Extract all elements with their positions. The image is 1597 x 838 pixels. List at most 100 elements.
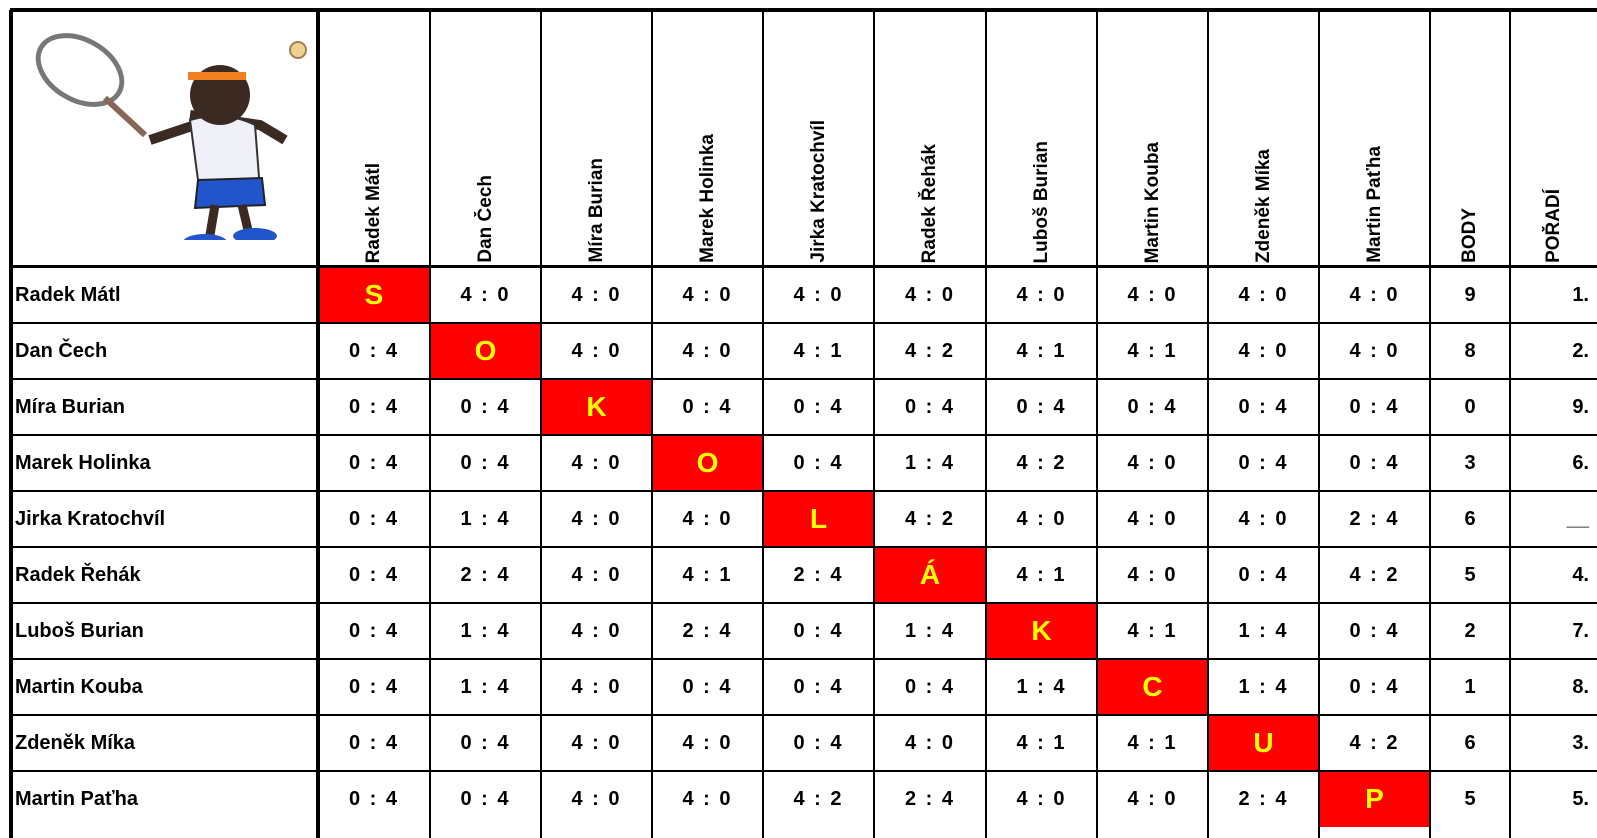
grid-line xyxy=(540,10,542,838)
grid-line xyxy=(429,10,431,838)
column-header-text: Jirka Kratochvíl xyxy=(807,120,829,263)
grid-line xyxy=(10,8,1597,12)
diagonal-letter: U xyxy=(1208,715,1319,771)
diagonal-letter: P xyxy=(1319,771,1430,827)
score-cell: 4 : 0 xyxy=(682,283,733,306)
score-cell: 0 : 4 xyxy=(348,675,400,698)
score-cell: 4 : 0 xyxy=(682,731,733,754)
row-name: Marek Holinka xyxy=(15,451,151,474)
score-cell: 2 : 4 xyxy=(793,563,844,586)
score-cell: 2 : 4 xyxy=(682,619,733,642)
diagonal-letter: K xyxy=(986,603,1097,659)
score-cell: 4 : 2 xyxy=(1349,563,1400,586)
score-cell: 0 : 4 xyxy=(793,395,844,418)
row-name: Luboš Burian xyxy=(15,619,144,642)
score-cell: 0 : 4 xyxy=(793,731,844,754)
score-cell: 4 : 2 xyxy=(793,787,844,810)
grid-line xyxy=(1429,10,1431,838)
score-cell: 0 : 4 xyxy=(348,507,400,530)
score-cell: 0 : 4 xyxy=(1349,619,1400,642)
column-header-text: Martin Kouba xyxy=(1141,141,1163,263)
grid-line xyxy=(1318,10,1320,838)
rank-cell: 2. xyxy=(1572,339,1589,362)
score-cell: 4 : 0 xyxy=(904,283,956,306)
score-cell: 0 : 4 xyxy=(460,731,511,754)
score-cell: 0 : 4 xyxy=(348,563,400,586)
grid-line xyxy=(10,714,1597,716)
column-header: Martin Paťha xyxy=(1319,10,1430,267)
score-cell: 4 : 0 xyxy=(571,787,622,810)
score-cell: 0 : 4 xyxy=(1238,451,1289,474)
score-cell: 4 : 0 xyxy=(1349,339,1400,362)
score-cell: 4 : 0 xyxy=(1127,787,1178,810)
score-cell: 4 : 0 xyxy=(1349,283,1400,306)
score-cell: 4 : 0 xyxy=(571,451,622,474)
row-name: Radek Mátl xyxy=(15,283,121,306)
grid-line xyxy=(10,265,1597,268)
score-cell: 1 : 4 xyxy=(1016,675,1067,698)
score-cell: 0 : 4 xyxy=(348,395,400,418)
grid-line xyxy=(10,322,1597,324)
score-cell: 4 : 0 xyxy=(1016,507,1067,530)
points-cell: 3 xyxy=(1464,451,1476,474)
points-cell: 6 xyxy=(1464,507,1476,530)
score-cell: 1 : 4 xyxy=(460,507,511,530)
score-cell: 4 : 0 xyxy=(904,731,956,754)
grid-line xyxy=(10,378,1597,380)
diagonal-letter: O xyxy=(652,435,763,491)
diagonal-letter: Á xyxy=(874,547,986,603)
score-cell: 0 : 4 xyxy=(682,395,733,418)
score-cell: 4 : 2 xyxy=(1016,451,1067,474)
points-cell: 9 xyxy=(1464,283,1476,306)
column-header-text: POŘADÍ xyxy=(1542,189,1564,263)
column-header: Míra Burian xyxy=(541,10,652,267)
column-header-text: Míra Burian xyxy=(585,158,607,263)
score-cell: 0 : 4 xyxy=(348,451,400,474)
grid-line xyxy=(10,546,1597,548)
score-cell: 2 : 4 xyxy=(1238,787,1289,810)
diagonal-letter: S xyxy=(318,267,430,323)
score-cell: 0 : 4 xyxy=(793,675,844,698)
score-cell: 4 : 0 xyxy=(1127,507,1178,530)
score-cell: 4 : 0 xyxy=(1127,451,1178,474)
score-cell: 4 : 0 xyxy=(1016,787,1067,810)
column-header: Martin Kouba xyxy=(1097,10,1208,267)
points-cell: 8 xyxy=(1464,339,1476,362)
row-name: Martin Kouba xyxy=(15,675,143,698)
score-cell: 4 : 1 xyxy=(1016,731,1067,754)
score-cell: 0 : 4 xyxy=(904,395,956,418)
score-cell: 4 : 0 xyxy=(1238,507,1289,530)
column-header: Marek Holinka xyxy=(652,10,763,267)
rank-cell: 3. xyxy=(1572,731,1589,754)
row-name: Míra Burian xyxy=(15,395,126,418)
score-cell: 0 : 4 xyxy=(1127,395,1178,418)
grid-line xyxy=(873,10,875,838)
score-cell: 4 : 2 xyxy=(904,507,956,530)
diagonal-letter: L xyxy=(763,491,874,547)
grid-line xyxy=(10,434,1597,436)
diagonal-letter: K xyxy=(541,379,652,435)
score-cell: 0 : 4 xyxy=(1016,395,1067,418)
score-cell: 0 : 4 xyxy=(1349,451,1400,474)
score-cell: 0 : 4 xyxy=(460,395,511,418)
score-cell: 2 : 4 xyxy=(1349,507,1400,530)
rank-cell: 5. xyxy=(1572,787,1589,810)
score-cell: 1 : 4 xyxy=(1238,675,1289,698)
column-header: Radek Mátl xyxy=(318,10,430,267)
points-cell: 1 xyxy=(1464,675,1476,698)
score-cell: 4 : 0 xyxy=(460,283,511,306)
rank-cell: 9. xyxy=(1572,395,1589,418)
score-cell: 4 : 1 xyxy=(1127,339,1178,362)
column-header-text: Martin Paťha xyxy=(1363,146,1385,263)
score-cell: 0 : 4 xyxy=(348,787,400,810)
score-cell: 4 : 1 xyxy=(682,563,733,586)
rank-cell: __ xyxy=(1566,507,1589,530)
grid-line xyxy=(762,10,764,838)
column-header: BODY xyxy=(1430,10,1510,267)
score-cell: 2 : 4 xyxy=(904,787,956,810)
points-cell: 2 xyxy=(1464,619,1476,642)
points-cell: 5 xyxy=(1464,563,1476,586)
column-header: Radek Řehák xyxy=(874,10,986,267)
score-cell: 0 : 4 xyxy=(682,675,733,698)
